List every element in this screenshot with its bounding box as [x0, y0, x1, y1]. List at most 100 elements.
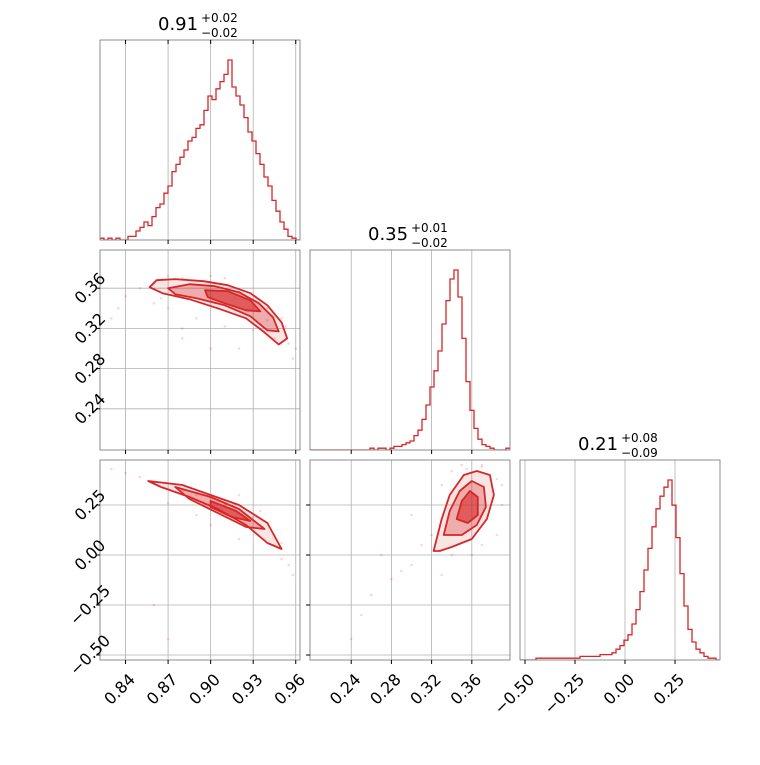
sample-point-2-0-16 — [195, 513, 198, 517]
contour-2-1-level-2 — [455, 490, 479, 524]
panel-frame-2-1 — [309, 459, 511, 661]
title-param-0-lower: −0.02 — [201, 26, 238, 40]
title-param-1: 0.35 — [368, 224, 408, 245]
sample-point-1-0-21 — [266, 319, 269, 322]
sample-point-2-1-22 — [480, 465, 484, 469]
x-tick-label-param-1-2: 0.32 — [406, 670, 445, 709]
x-tick-label-param-1-1: 0.28 — [366, 670, 405, 709]
sample-point-1-0-11 — [195, 317, 198, 320]
sample-point-2-1-8 — [480, 543, 484, 547]
sample-point-1-0-1 — [138, 286, 142, 290]
panel-frame-0-0 — [99, 39, 301, 241]
sample-point-1-0-18 — [180, 327, 184, 330]
sample-point-2-0-11 — [166, 501, 170, 505]
sample-point-2-0-13 — [237, 537, 241, 541]
sample-point-2-0-2 — [138, 475, 142, 479]
sample-point-1-0-20 — [280, 317, 283, 320]
histograms-layer — [100, 59, 720, 660]
sample-point-2-0-10 — [291, 573, 295, 577]
panel-frame-1-1 — [309, 249, 511, 451]
sample-point-1-0-28 — [180, 337, 184, 340]
sample-point-1-0-26 — [117, 306, 120, 310]
sample-point-1-0-19 — [152, 301, 156, 305]
contour-1-0-level-1 — [167, 283, 280, 333]
sample-point-2-1-15 — [400, 569, 403, 573]
sample-point-2-1-21 — [450, 553, 454, 557]
panel-frame-2-2 — [519, 459, 721, 661]
sample-point-2-0-0 — [110, 467, 113, 471]
sample-point-1-0-15 — [110, 317, 113, 320]
ticks-layer: 0.84 0.87 0.90 0.93 0.96 0.24 0.28 0.32 0.36 −0.5… — [66, 40, 688, 718]
sample-point-1-0-6 — [266, 306, 269, 310]
sample-point-2-0-15 — [166, 637, 170, 641]
sample-point-2-1-13 — [359, 613, 363, 617]
sample-point-2-0-7 — [251, 515, 255, 519]
x-tick-label-param-0-1: 0.87 — [143, 670, 182, 709]
sample-point-1-0-9 — [291, 357, 295, 360]
sample-point-1-0-23 — [166, 274, 170, 278]
sample-point-1-0-24 — [209, 274, 212, 278]
title-param-2: 0.21 — [578, 434, 618, 455]
sample-point-1-0-8 — [294, 347, 298, 350]
panel-frame-2-0 — [99, 459, 301, 661]
sample-point-1-0-0 — [124, 294, 127, 298]
sample-point-2-1-18 — [440, 573, 443, 577]
sample-point-2-1-12 — [370, 593, 373, 597]
sample-point-1-0-25 — [223, 276, 227, 280]
sample-point-1-0-27 — [159, 296, 163, 300]
x-tick-label-param-0-0: 0.84 — [100, 670, 139, 709]
samples-layer — [110, 274, 504, 641]
sample-point-2-0-9 — [287, 563, 290, 567]
x-tick-label-param-2-1: −0.25 — [540, 670, 588, 718]
sample-point-2-0-19 — [237, 493, 241, 497]
title-param-2-upper: +0.08 — [621, 431, 658, 445]
sample-point-2-1-11 — [390, 577, 393, 581]
contours-layer — [147, 278, 495, 552]
x-tick-label-param-2-0: −0.50 — [490, 670, 538, 718]
sample-point-1-0-22 — [287, 342, 290, 345]
sample-point-2-1-0 — [430, 533, 433, 537]
x-tick-label-param-2-3: 0.25 — [650, 670, 689, 709]
title-param-1-lower: −0.02 — [411, 236, 448, 250]
x-tick-label-param-1-0: 0.24 — [326, 670, 365, 709]
title-param-2-lower: −0.09 — [621, 446, 658, 460]
sample-point-2-1-1 — [440, 483, 443, 487]
sample-point-1-0-14 — [273, 337, 276, 340]
x-tick-label-param-1-3: 0.36 — [446, 670, 485, 709]
x-tick-label-param-0-3: 0.93 — [228, 670, 267, 709]
histogram-param-2 — [520, 479, 720, 660]
sample-point-1-0-7 — [284, 325, 288, 328]
sample-point-2-1-6 — [500, 503, 504, 507]
sample-point-2-1-5 — [495, 477, 499, 481]
sample-point-2-1-9 — [420, 543, 423, 547]
sample-point-2-1-2 — [450, 469, 454, 473]
histogram-param-1 — [310, 269, 510, 450]
x-tick-label-param-0-2: 0.90 — [185, 670, 224, 709]
sample-point-2-1-17 — [380, 553, 383, 557]
sample-point-2-0-12 — [209, 523, 212, 527]
contour-2-0-level-2 — [209, 500, 252, 522]
sample-point-1-0-17 — [237, 347, 241, 350]
sample-point-2-1-14 — [349, 637, 353, 641]
sample-point-2-0-14 — [152, 603, 156, 607]
grid-layer — [100, 40, 676, 660]
sample-point-2-1-10 — [410, 563, 413, 567]
sample-point-2-0-5 — [195, 493, 198, 497]
sample-point-2-0-1 — [124, 471, 127, 475]
histogram-param-0 — [100, 59, 300, 240]
sample-point-1-0-10 — [166, 306, 170, 310]
frames-layer — [99, 39, 721, 661]
sample-point-2-1-7 — [495, 533, 499, 537]
title-param-1-upper: +0.01 — [411, 221, 448, 235]
x-tick-label-param-2-2: 0.00 — [600, 670, 639, 709]
sample-point-2-1-19 — [470, 553, 474, 557]
sample-point-2-0-21 — [258, 509, 262, 513]
sample-point-2-1-20 — [465, 467, 469, 471]
sample-point-2-1-4 — [480, 463, 484, 467]
sample-point-2-1-16 — [410, 513, 413, 517]
contour-1-0-level-2 — [204, 289, 262, 313]
title-param-0: 0.91 — [158, 14, 198, 35]
sample-point-1-0-12 — [223, 325, 227, 328]
